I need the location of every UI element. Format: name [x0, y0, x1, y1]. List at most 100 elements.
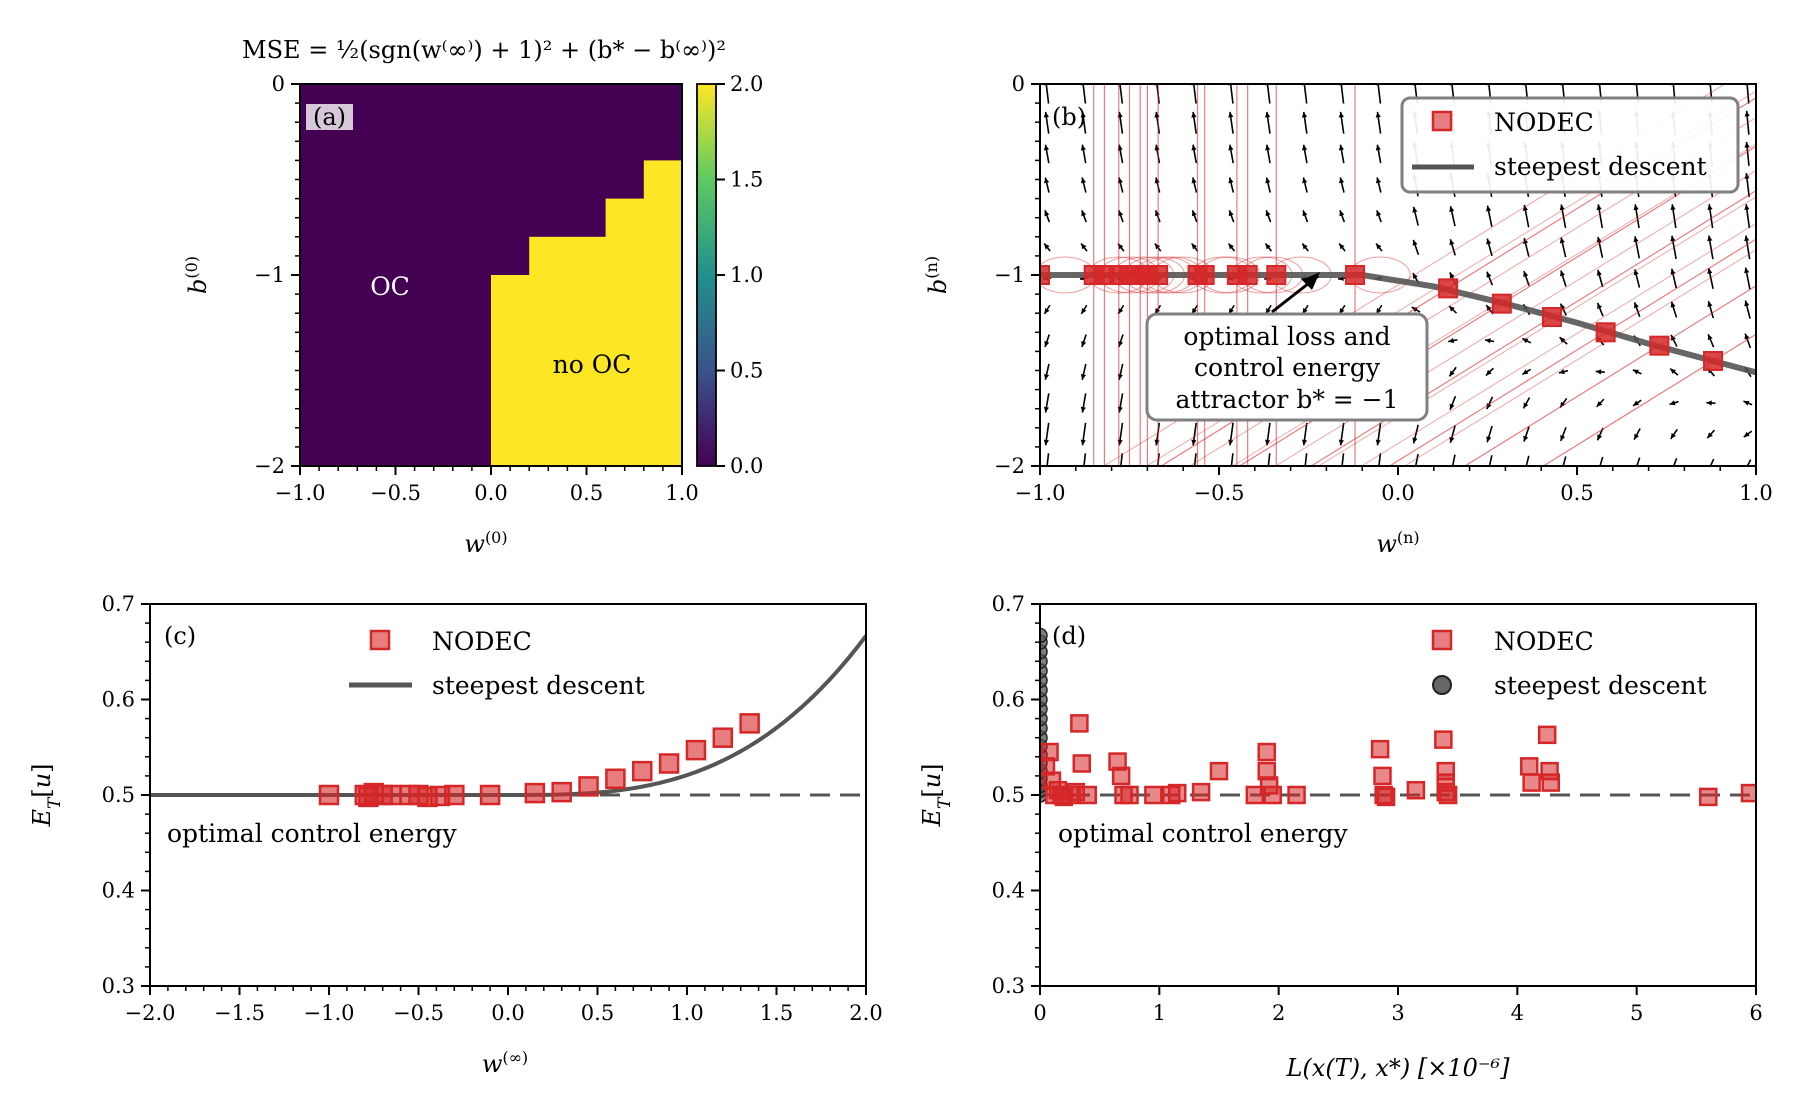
annotation-arrowhead: [1302, 272, 1320, 290]
quiver-arrowhead: [1339, 307, 1345, 314]
panel-c-ylabel: ET[u]: [28, 763, 65, 827]
quiver-arrowhead: [1302, 243, 1308, 250]
quiver-arrowhead: [1338, 144, 1345, 151]
quiver-arrowhead: [1191, 243, 1198, 250]
panel-d-xtick-label: 5: [1630, 1001, 1643, 1025]
quiver-arrowhead: [1080, 406, 1086, 413]
nodec-point: [1191, 782, 1211, 802]
quiver-arrowhead: [1375, 144, 1381, 151]
quiver-arrowhead: [1448, 337, 1455, 344]
panel-c-ytick-label: 0.3: [102, 974, 135, 998]
quiver-arrowhead: [1744, 204, 1750, 210]
quiver-arrowhead: [1744, 333, 1750, 340]
quiver-arrowhead: [1744, 110, 1750, 117]
quiver-arrowhead: [1265, 439, 1271, 446]
quiver-arrowhead: [1043, 111, 1049, 118]
panel-b-xtick-label: 0.5: [1560, 481, 1593, 505]
nodec-point: [632, 760, 653, 782]
quiver-arrowhead: [1118, 307, 1124, 314]
quiver-arrowhead: [1302, 177, 1308, 184]
panel-b-label: (b): [1052, 103, 1086, 131]
quiver-arrowhead: [1154, 243, 1161, 250]
quiver-arrowhead: [1558, 369, 1565, 375]
quiver-arrowhead: [1596, 204, 1602, 211]
panel-c-xtick-label: 2.0: [849, 1001, 882, 1025]
quiver-arrowhead: [1228, 243, 1234, 250]
nodec-point: [712, 727, 734, 748]
quiver-arrowhead: [1265, 307, 1271, 314]
quiver-arrowhead: [1560, 468, 1565, 474]
panel-d: (d) optimal control energy NODEC steepes…: [918, 592, 1763, 1082]
nodec-point: [1522, 773, 1541, 792]
nodec-point: [1345, 265, 1366, 285]
nodec-point: [381, 784, 402, 806]
panel-b-ticks: −1.0 −0.5 0.0 0.5 1.0 0 −1 −2: [994, 72, 1773, 505]
quiver-arrowhead: [1375, 111, 1381, 118]
quiver-arrow: [1045, 84, 1050, 104]
panel-d-ylabel: ET[u]: [918, 763, 955, 827]
quiver-arrow: [1303, 84, 1308, 104]
quiver-arrowhead: [1301, 439, 1308, 446]
quiver-arrowhead: [1412, 239, 1418, 246]
nodec-point: [524, 782, 546, 804]
nodec-point: [1245, 785, 1265, 805]
nodec-point: [1237, 265, 1258, 285]
colorbar: [696, 83, 717, 467]
quiver-arrowhead: [1597, 302, 1603, 309]
quiver-arrowhead: [1191, 471, 1196, 477]
quiver-arrowhead: [1707, 235, 1713, 242]
quiver-arrowhead: [1744, 235, 1750, 242]
quiver-arrowhead: [1669, 400, 1676, 406]
quiver-arrowhead: [1375, 177, 1382, 184]
panel-b-ytick-label: −1: [994, 263, 1025, 287]
panel-c-xtick-label: −1.0: [304, 1001, 355, 1025]
quiver-arrowhead: [1265, 144, 1271, 151]
quiver-arrowhead: [1376, 471, 1381, 477]
quiver-arrowhead: [1522, 205, 1528, 211]
quiver-arrowhead: [1338, 111, 1344, 118]
quiver-arrowhead: [1375, 439, 1381, 446]
legend-steepest-marker: [1432, 675, 1452, 695]
panel-b: (b) optimal loss and control energy attr…: [922, 72, 1773, 558]
quiver-arrowhead: [1596, 269, 1602, 276]
nodec-point: [739, 713, 760, 734]
panel-c-xtick-label: −1.5: [214, 1001, 265, 1025]
quiver-arrowhead: [1302, 307, 1308, 314]
nodec-points: [1040, 714, 1756, 807]
quiver-arrowhead: [1486, 238, 1492, 245]
panel-b-xtick-label: −1.0: [1015, 481, 1066, 505]
quiver-arrowhead: [1670, 301, 1676, 308]
legend-nodec-marker: [369, 629, 391, 651]
steepest-descent-curve: [150, 634, 866, 797]
nodec-point: [1040, 265, 1050, 285]
quiver-arrowhead: [1634, 467, 1639, 473]
quiver-arrowhead: [1632, 369, 1639, 375]
quiver-arrowhead: [1597, 468, 1602, 474]
quiver-arrowhead: [1191, 111, 1197, 118]
nodec-point: [1263, 785, 1282, 805]
panel-c: (c) optimal control energy NODEC steepes…: [28, 592, 883, 1078]
nodec-point: [1266, 265, 1287, 285]
quiver-arrowhead: [1228, 210, 1234, 217]
nodec-point: [1434, 730, 1453, 749]
quiver-arrowhead: [1449, 370, 1455, 377]
quiver-arrowhead: [1043, 144, 1050, 151]
quiver-arrowhead: [1707, 268, 1713, 274]
nodec-points: [1040, 265, 1724, 371]
quiver-arrowhead: [1302, 144, 1308, 151]
panel-a-xtick-label: −0.5: [370, 481, 421, 505]
panel-c-ytick-label: 0.5: [102, 783, 135, 807]
panel-c-ticks: −2.0 −1.5 −1.0 −0.5 0.0 0.5 1.0 1.5 2.0 0.7 0.6 0.5…: [102, 592, 883, 1025]
panel-d-ytick-label: 0.7: [992, 592, 1025, 616]
panel-d-ticks: 0 1 2 3 4 5 6 0.7 0.6 0.5 0.4 0.3: [992, 592, 1763, 1025]
quiver-arrowhead: [1670, 432, 1676, 439]
panel-a-label: (a): [313, 103, 346, 131]
quiver-arrowhead: [1081, 471, 1086, 477]
steepest-descent-curve: [1040, 272, 1756, 376]
nodec-trajectory: [1361, 222, 1756, 466]
panel-d-ytick-label: 0.5: [992, 783, 1025, 807]
quiver-arrowhead: [1191, 439, 1197, 446]
quiver-arrowhead: [1596, 401, 1603, 407]
quiver-arrow: [1340, 84, 1345, 104]
